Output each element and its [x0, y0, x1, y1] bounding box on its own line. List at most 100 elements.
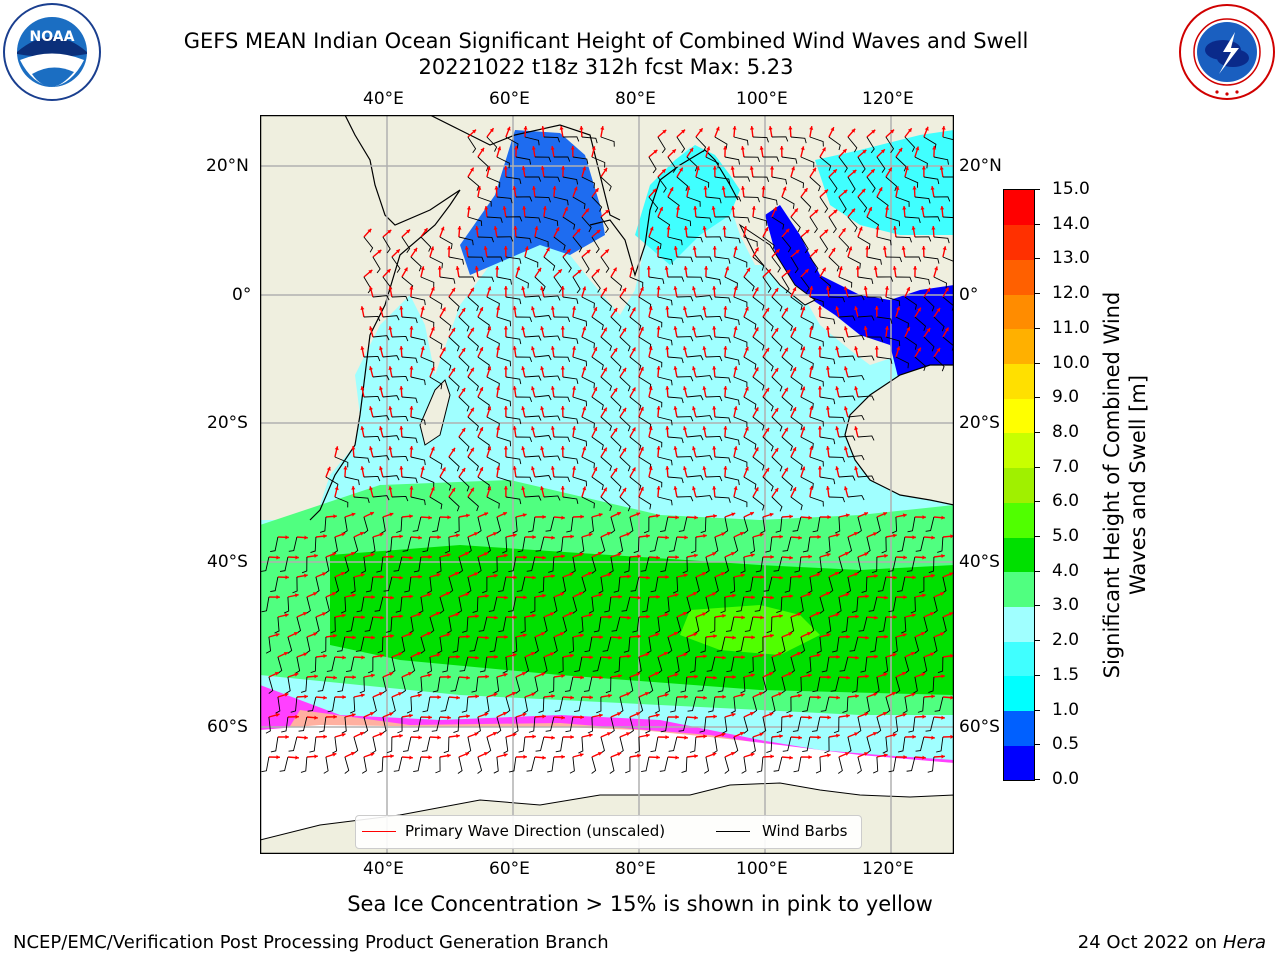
colorbar-bin	[1004, 328, 1034, 365]
wave-arrow-head	[950, 653, 954, 658]
wind-barb	[838, 196, 847, 214]
wind-barb	[892, 636, 898, 654]
wave-arrow-head	[540, 446, 545, 451]
colorbar-tick-label: 4.0	[1052, 560, 1080, 581]
wave-arrow-head	[713, 675, 717, 680]
wave-arrow-head	[560, 486, 565, 490]
wave-arrow-head	[873, 692, 878, 697]
wave-arrow-head	[931, 694, 935, 699]
wind-barb	[466, 576, 472, 594]
wind-barb	[705, 276, 722, 285]
wave-arrow-head	[580, 514, 584, 519]
wave-arrow-head	[521, 326, 526, 331]
wind-barb	[668, 536, 678, 552]
wave-arrow-head	[579, 633, 584, 638]
wave-arrow-head	[907, 128, 912, 133]
wave-arrow-head	[636, 512, 641, 517]
wave-arrow-head	[779, 575, 783, 580]
wind-barb	[382, 435, 400, 441]
wave-arrow-head	[580, 675, 584, 680]
wave-arrow-head	[673, 406, 678, 410]
wave-arrow-head	[691, 446, 696, 451]
wind-barb	[534, 475, 552, 481]
wave-arrow-head	[409, 286, 414, 290]
wind-barb	[680, 676, 688, 693]
wind-barb	[705, 355, 723, 362]
wind-barb	[682, 556, 688, 574]
wave-arrow-head	[884, 286, 889, 290]
wind-barb	[310, 536, 317, 553]
wind-barb	[410, 296, 426, 306]
bay-of-bengal	[635, 145, 740, 265]
wind-barb	[496, 196, 513, 204]
wave-arrow-head	[858, 226, 863, 231]
wind-barb	[581, 576, 587, 594]
wave-arrow-head	[765, 307, 770, 312]
wave-arrow-head	[675, 555, 679, 560]
wind-barb	[857, 395, 875, 401]
wave-arrow-head	[924, 126, 929, 131]
wave-arrow-head	[825, 366, 830, 370]
wave-arrow-head	[648, 306, 653, 311]
wave-arrow-head	[723, 466, 728, 470]
wind-barb	[600, 416, 613, 432]
wind-barb	[781, 356, 793, 372]
wind-barb	[417, 676, 423, 694]
wave-arrow-head	[926, 287, 931, 292]
wind-barb	[295, 656, 301, 674]
wave-arrow-head	[750, 553, 755, 558]
wind-barb	[762, 356, 774, 372]
wave-arrow-head	[854, 346, 859, 351]
wind-barb	[524, 455, 542, 461]
wave-arrow-head	[379, 306, 384, 311]
wave-arrow-head	[409, 406, 414, 410]
wave-arrow-head	[949, 572, 954, 577]
wind-barb	[781, 276, 790, 294]
wave-arrow-head	[713, 634, 717, 639]
lon-label-top-1: 40°E	[363, 89, 404, 109]
wind-barb	[847, 216, 858, 233]
wave-arrow-head	[461, 427, 466, 432]
wave-arrow-head	[613, 387, 618, 392]
wind-barb	[458, 476, 470, 492]
wave-arrow-head	[350, 551, 355, 556]
wave-arrow-head	[409, 555, 413, 560]
wind-barb	[439, 276, 456, 284]
wave-arrow-head	[323, 734, 327, 739]
wave-arrow-head	[285, 734, 289, 740]
wind-barb	[895, 236, 912, 243]
wave-arrow-head	[417, 612, 422, 617]
footer-machine: Hera	[1222, 932, 1266, 953]
wave-arrow-head	[689, 147, 694, 152]
colorbar-tick-mark	[1034, 466, 1040, 468]
wave-arrow-head	[332, 592, 337, 596]
wind-barb	[771, 496, 783, 512]
wind-barb	[600, 496, 613, 512]
wave-arrow-head	[304, 535, 308, 540]
wave-arrow-head	[774, 407, 779, 412]
wind-barb	[524, 176, 542, 182]
wind-barb	[410, 496, 426, 506]
wind-barb	[346, 656, 355, 672]
wind-barb	[705, 156, 719, 169]
wave-arrow-head	[912, 186, 917, 190]
wind-barb	[648, 316, 663, 328]
colorbar-tick-label: 12.0	[1052, 283, 1090, 304]
wave-arrow-head	[351, 593, 356, 598]
wave-arrow-head	[475, 614, 479, 619]
wave-arrow-head	[475, 694, 479, 699]
wind-barb	[800, 396, 814, 409]
wave-arrow-head	[465, 752, 470, 757]
wave-arrow-head	[322, 612, 327, 616]
wave-arrow-head	[809, 406, 814, 410]
wind-barb	[790, 296, 803, 311]
wave-arrow-head	[903, 755, 907, 760]
wind-barb	[418, 596, 424, 614]
colorbar-tick-mark	[1034, 258, 1040, 260]
wind-barb	[327, 696, 336, 713]
wave-arrow-head	[531, 146, 536, 150]
wind-barb	[496, 316, 511, 327]
wave-arrow-head	[504, 595, 508, 600]
lat-label-right-1: 20°N	[959, 156, 1002, 176]
wave-arrow-head	[420, 266, 425, 271]
